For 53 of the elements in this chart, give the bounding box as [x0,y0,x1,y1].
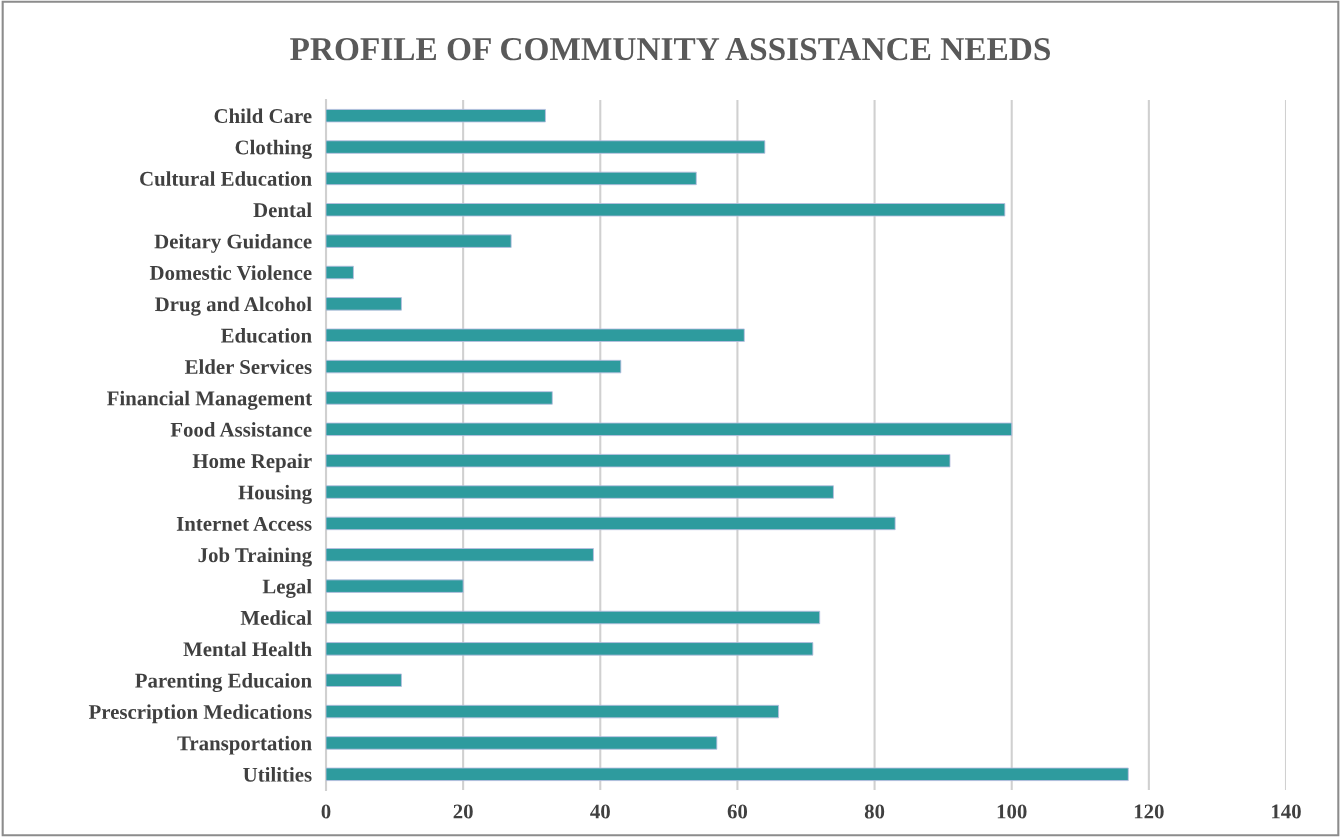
bar [326,265,354,280]
bar [326,579,464,593]
y-tick-label: Domestic Violence [149,265,312,281]
y-tick-label: Clothing [235,139,312,159]
bar [326,391,553,405]
y-tick-label: Job Training [198,547,312,567]
x-tick-label: 100 [997,804,1027,819]
bar [326,171,697,186]
y-tick-label: Cultural Education [140,171,312,186]
y-tick-label: Legal [262,578,312,598]
y-tick-label: Internet Access [176,516,312,531]
y-tick-label: Drug and Alcohol [155,296,312,316]
y-tick-label: Utilities [243,767,312,782]
bar [326,610,821,625]
bar [326,422,1013,437]
y-tick-label: Mental Health [183,641,312,657]
bar [326,485,834,499]
y-tick-label: Deitary Guidance [154,233,312,253]
bar [326,453,951,468]
bar [326,203,1006,217]
y-tick-label: Food Assistance [170,422,312,437]
y-tick-label: Transportation [177,735,312,755]
bar [326,704,779,719]
y-tick-label: Child Care [214,108,312,124]
y-tick-label: Prescription Medications [88,704,312,724]
y-tick-label: Dental [253,202,312,218]
y-tick-label: Home Repair [192,453,312,473]
y-tick-label: Education [221,328,312,343]
x-tick-label: 60 [727,804,748,819]
y-tick-label: Housing [238,484,312,504]
bar [326,548,594,562]
x-tick-label: 80 [864,804,885,819]
x-tick-label: 120 [1134,804,1164,819]
bar [326,767,1129,782]
bar [326,516,896,531]
y-tick-label: Elder Services [184,359,312,375]
bar [326,736,718,750]
bar [326,359,622,374]
bar [326,673,402,687]
bar [326,108,546,123]
y-tick-label: Parenting Educaion [135,673,312,693]
bar [326,642,814,656]
chart-title: PROFILE OF COMMUNITY ASSISTANCE NEEDS [290,37,1050,61]
y-tick-label: Financial Management [107,390,313,410]
x-tick-label: 40 [590,804,610,819]
bar [326,328,745,342]
bar [326,234,512,248]
bar [326,140,766,154]
bar [326,297,402,311]
x-tick-label: 20 [453,804,473,819]
x-tick-label: 140 [1272,804,1301,819]
x-tick-label: 0 [321,804,331,819]
y-tick-label: Medical [240,610,312,625]
